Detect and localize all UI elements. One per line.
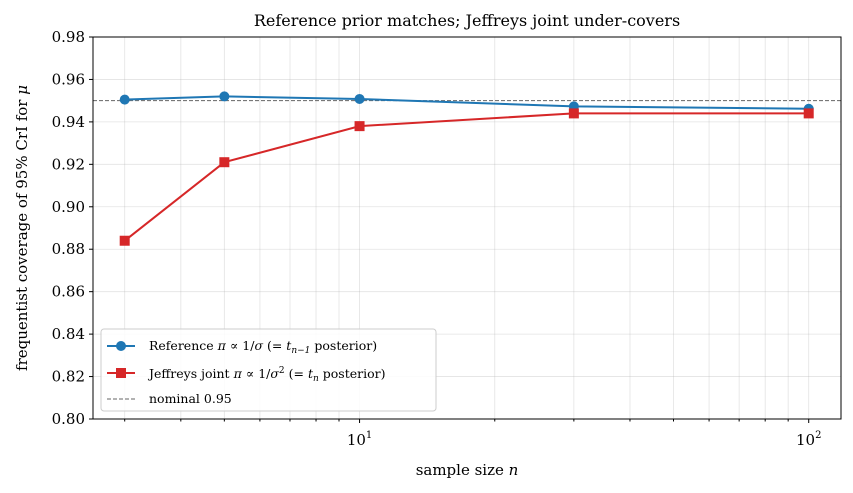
y-tick-label: 0.80 (52, 410, 85, 428)
legend-label-jeffreys: Jeffreys joint π ∝ 1/σ2 (= tn posterior) (147, 366, 385, 384)
legend-jef-part3: (= (285, 366, 308, 381)
data-point-reference (354, 93, 365, 104)
y-tick-label: 0.84 (52, 325, 85, 343)
y-axis-label-var: μ (13, 85, 31, 95)
series-layer (119, 91, 814, 246)
legend-ref-sub: n−1 (291, 346, 310, 356)
x-tick-label: 102 (796, 430, 821, 449)
data-point-jeffreys (119, 235, 130, 246)
data-point-reference (119, 94, 130, 105)
legend-ref-sigma: σ (254, 338, 263, 353)
legend-ref-part3: (= (263, 338, 286, 353)
legend-jef-sup: 2 (279, 366, 285, 376)
x-axis-label-var: n (509, 461, 519, 479)
legend-ref-t: t (286, 338, 292, 353)
x-tick-base: 10 (796, 431, 815, 449)
y-tick-label: 0.94 (52, 113, 85, 131)
legend-label-nominal: nominal 0.95 (149, 391, 232, 406)
legend-jef-sigma: σ (270, 366, 279, 381)
y-tick-label: 0.86 (52, 283, 85, 301)
legend-label-reference: Reference π ∝ 1/σ (= tn−1 posterior) (149, 338, 377, 356)
y-tick-label: 0.88 (52, 240, 85, 258)
legend-ref-part1: Reference (149, 338, 218, 353)
legend-ref-pi: π (217, 338, 227, 353)
y-axis-label: frequentist coverage of 95% CrI for μ (13, 85, 31, 371)
legend-jef-part4: posterior) (319, 366, 386, 381)
legend-jef-pi: π (233, 366, 243, 381)
legend-marker-reference (116, 341, 126, 351)
legend-ref-part4: posterior) (310, 338, 377, 353)
legend-jef-part2: ∝ 1/ (242, 366, 271, 381)
x-tick-exponent: 2 (815, 430, 821, 441)
y-tick-label: 0.82 (52, 368, 85, 386)
x-tick-label: 101 (347, 430, 372, 449)
data-point-reference (219, 91, 230, 102)
plot-frame (92, 36, 842, 420)
x-axis-label-prefix: sample size (416, 461, 509, 479)
x-axis-label: sample size n (416, 461, 519, 479)
legend: Reference π ∝ 1/σ (= tn−1 posterior) Jef… (100, 328, 437, 412)
data-point-jeffreys (568, 108, 579, 119)
y-axis-label-prefix: frequentist coverage of 95% CrI for (13, 95, 31, 371)
legend-ref-part2: ∝ 1/ (226, 338, 255, 353)
legend-box (100, 328, 437, 412)
legend-jef-part1: Jeffreys joint (147, 366, 234, 381)
y-tick-label: 0.96 (52, 70, 85, 88)
chart-title: Reference prior matches; Jeffreys joint … (254, 11, 680, 30)
data-point-jeffreys (219, 157, 230, 168)
legend-marker-jeffreys (116, 368, 126, 378)
y-tick-label: 0.90 (52, 198, 85, 216)
data-point-jeffreys (803, 108, 814, 119)
x-tick-exponent: 1 (366, 430, 372, 441)
y-tick-label: 0.98 (52, 28, 85, 46)
y-tick-label: 0.92 (52, 155, 85, 173)
legend-jef-sub: n (313, 374, 319, 384)
axis-ticks: 0.80 0.82 0.84 0.86 0.88 0.90 0.92 0.94 0.96 0.98… (52, 28, 822, 449)
data-point-jeffreys (354, 121, 365, 132)
x-tick-base: 10 (347, 431, 366, 449)
legend-jef-t: t (308, 366, 314, 381)
